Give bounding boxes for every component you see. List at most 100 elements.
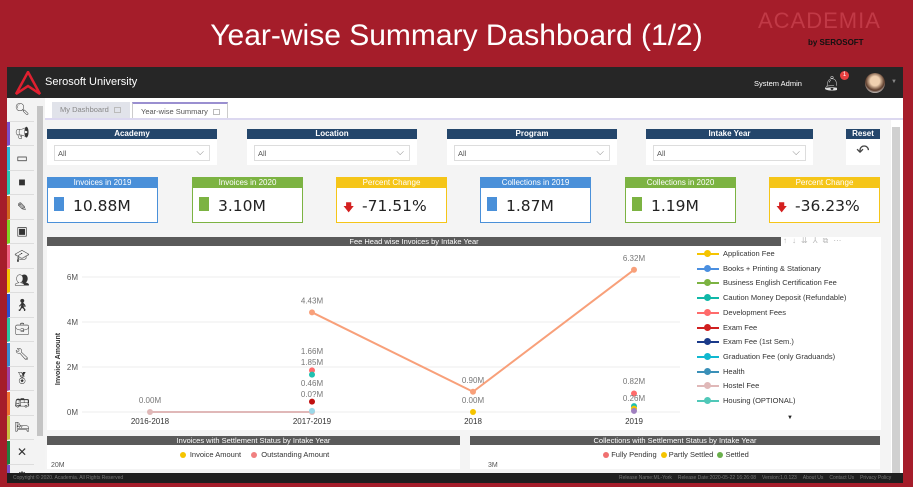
- legend-label: Partly Settled: [668, 450, 714, 459]
- expand-hierarchy-icon[interactable]: ⅄: [812, 236, 823, 245]
- data-label: 1.66M: [301, 347, 324, 356]
- legend-marker-icon: [179, 452, 186, 459]
- location-select[interactable]: All ⌵: [254, 145, 410, 161]
- legend-label: Application Fee: [723, 249, 775, 258]
- search-icon[interactable]: 🔍︎: [7, 98, 34, 122]
- arrow-up-icon[interactable]: ↑: [783, 236, 792, 245]
- legend-label: Exam Fee: [723, 322, 758, 332]
- arrow-down-icon: 🡇: [776, 202, 788, 214]
- legend-label: Outstanding Amount: [261, 450, 330, 459]
- user-name[interactable]: System Admin: [754, 79, 802, 88]
- tab-my-dashboard[interactable]: My Dashboard: [52, 102, 130, 118]
- focus-mode-icon[interactable]: ⧉: [822, 236, 834, 245]
- bell-icon[interactable]: 🔔︎: [823, 75, 837, 91]
- legend-marker-icon: [697, 367, 719, 375]
- bed-icon[interactable]: 🛏︎: [7, 416, 34, 440]
- more-options-icon[interactable]: ⋯: [833, 236, 847, 245]
- select-value: All: [657, 149, 666, 158]
- serosoft-logo-icon[interactable]: [15, 71, 41, 95]
- legend-item[interactable]: Development Fees: [697, 308, 887, 317]
- close-icon[interactable]: [113, 107, 121, 114]
- data-point: [309, 309, 315, 316]
- avatar[interactable]: [865, 73, 885, 93]
- data-point: [631, 266, 637, 273]
- legend-marker-icon: [697, 279, 719, 287]
- footer-info: Release Name:ML-York Release Date:2020-05…: [619, 473, 897, 483]
- data-point: [309, 371, 315, 378]
- legend-label: Housing (OPTIONAL): [723, 396, 796, 405]
- program-select[interactable]: All ⌵: [454, 145, 610, 161]
- release-date: Release Date:2020-05-22 16:26:08: [677, 475, 757, 481]
- y-tick-label: 0M: [67, 408, 78, 417]
- legend-item[interactable]: Housing (OPTIONAL): [697, 396, 887, 405]
- wrench-icon[interactable]: 🔧︎: [7, 342, 34, 367]
- tab-year-wise-summary[interactable]: Year-wise Summary: [132, 102, 228, 118]
- chevron-down-icon: ⌵: [196, 147, 204, 158]
- y-tick-label: 6M: [67, 273, 78, 282]
- bus-icon[interactable]: 🚌︎: [7, 391, 34, 416]
- legend-item[interactable]: Health: [697, 367, 887, 376]
- legend-label: Fully Pending: [611, 450, 657, 459]
- close-icon[interactable]: [212, 109, 220, 116]
- fee-head-chart-panel: Fee Head wise Invoices by Intake Year ↑↓…: [47, 236, 881, 430]
- legend-label: Books + Printing & Stationary: [723, 263, 821, 273]
- graduation-cap-icon[interactable]: 🎓︎: [7, 244, 34, 269]
- series-line: [311, 269, 635, 393]
- filter-label: Program: [447, 129, 617, 139]
- sidebar-scrollbar[interactable]: [37, 106, 43, 436]
- kpi-value: 10.88M: [73, 197, 131, 215]
- tools-icon[interactable]: ✕: [7, 440, 34, 465]
- edit-icon[interactable]: ✎: [7, 195, 34, 220]
- release-name: Release Name:ML-York: [619, 475, 672, 481]
- about-link[interactable]: About Us: [802, 475, 824, 481]
- x-tick-label: 2018: [464, 417, 482, 426]
- data-label: 0.26M: [623, 394, 646, 403]
- users-icon[interactable]: 👥︎: [7, 269, 34, 293]
- filter-academy: Academy All ⌵: [47, 129, 217, 165]
- tab-label: Year-wise Summary: [141, 107, 208, 116]
- app-window: Serosoft University System Admin 🔔︎ 1 ▼ …: [7, 67, 903, 483]
- panel-legend: Invoice Amount Outstanding Amount: [47, 450, 460, 459]
- award-icon[interactable]: 🏅︎: [7, 367, 34, 391]
- legend-item[interactable]: Exam Fee (1st Sem.): [697, 337, 887, 346]
- legend-item[interactable]: Books + Printing & Stationary: [697, 264, 887, 273]
- person-icon[interactable]: 🚶︎: [7, 293, 34, 318]
- intake-year-select[interactable]: All ⌵: [653, 145, 806, 161]
- legend-item[interactable]: Graduation Fee (only Graduands): [697, 352, 887, 361]
- legend-marker-icon: [251, 452, 258, 459]
- data-label: 6.32M: [623, 254, 646, 263]
- notification-badge: 1: [840, 71, 849, 80]
- contact-link[interactable]: Contact Us: [829, 475, 855, 481]
- data-label: 0.82M: [623, 377, 646, 386]
- money-icon[interactable]: ▣: [7, 220, 34, 244]
- academy-select[interactable]: All ⌵: [54, 145, 210, 161]
- arrow-down-icon[interactable]: ↓: [792, 236, 801, 245]
- data-point: [309, 398, 315, 405]
- kpi-card: Invoices in 2020 3.10M: [192, 177, 303, 223]
- legend-item[interactable]: Application Fee: [697, 249, 887, 258]
- kpi-label: Invoices in 2019: [48, 178, 157, 188]
- data-label: 1.85M: [301, 358, 324, 367]
- id-card-icon[interactable]: ▭: [7, 146, 34, 171]
- legend-scroll-down-icon[interactable]: ▼: [787, 415, 793, 421]
- legend-marker-icon: [697, 323, 719, 331]
- privacy-link[interactable]: Privacy Policy: [860, 475, 892, 481]
- data-point: [470, 409, 476, 415]
- double-arrow-down-icon[interactable]: ⇊: [801, 236, 813, 245]
- legend-item[interactable]: Hostel Fee: [697, 381, 887, 390]
- legend-item[interactable]: Caution Money Deposit (Refundable): [697, 293, 887, 302]
- select-value: All: [258, 149, 267, 158]
- legend-marker-icon: [697, 264, 719, 272]
- x-tick-label: 2017-2019: [293, 417, 332, 426]
- reset-button[interactable]: Reset ↶: [846, 129, 880, 165]
- megaphone-icon[interactable]: 📢︎: [7, 122, 34, 146]
- briefcase-icon[interactable]: 💼︎: [7, 318, 34, 342]
- data-point: [631, 390, 637, 397]
- page-scrollbar[interactable]: [892, 127, 900, 473]
- legend-marker-icon: [697, 250, 719, 258]
- book-icon[interactable]: ■: [7, 171, 34, 195]
- chevron-down-icon[interactable]: ▼: [891, 79, 897, 85]
- legend-item[interactable]: Business English Certification Fee: [697, 278, 887, 287]
- legend-marker-icon: [697, 294, 719, 302]
- legend-item[interactable]: Exam Fee: [697, 323, 887, 332]
